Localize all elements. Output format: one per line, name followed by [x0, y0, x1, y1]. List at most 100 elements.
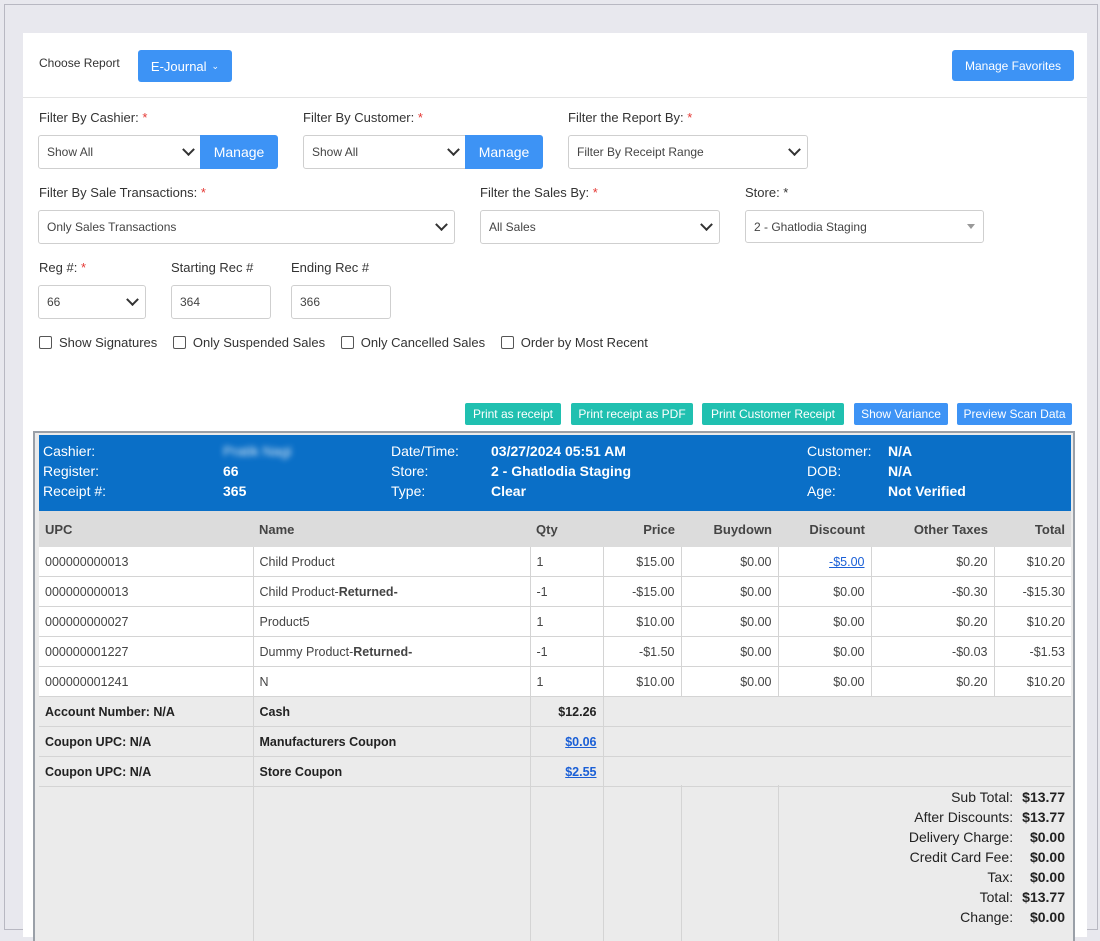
name-cell: Dummy Product-Returned-	[253, 636, 531, 667]
ending-rec-label: Ending Rec #	[291, 260, 370, 275]
print-pdf-button[interactable]: Print receipt as PDF	[571, 403, 693, 425]
price-cell: $15.00	[603, 547, 682, 577]
divider	[778, 785, 779, 941]
customer-manage-button[interactable]: Manage	[465, 135, 543, 169]
receipt-header: Cashier: Register: Receipt #: Pratik Nag…	[39, 435, 1071, 511]
other-taxes-cell: $0.20	[871, 547, 995, 577]
reg-select[interactable]: 66	[38, 285, 146, 319]
table-row: 000000000013 Child Product-Returned- -1 …	[39, 576, 1071, 607]
discount-cell: $0.00	[778, 666, 872, 697]
after-discounts-line: After Discounts: $13.77	[914, 809, 1065, 825]
sale-transactions-select[interactable]: Only Sales Transactions	[38, 210, 455, 244]
chevron-down-icon	[700, 217, 713, 231]
tax-line: Tax: $0.00	[987, 869, 1065, 885]
print-receipt-button[interactable]: Print as receipt	[465, 403, 561, 425]
total-cell: -$15.30	[994, 576, 1071, 607]
table-row: 000000001227 Dummy Product-Returned- -1 …	[39, 636, 1071, 667]
table-row: 000000000027 Product5 1 $10.00 $0.00 $0.…	[39, 606, 1071, 637]
chevron-down-icon	[182, 142, 195, 156]
empty-cell	[603, 696, 1071, 727]
other-taxes-cell: $0.20	[871, 666, 995, 697]
show-variance-button[interactable]: Show Variance	[854, 403, 948, 425]
divider	[681, 785, 682, 941]
coupon-amount-link[interactable]: $2.55	[565, 764, 597, 779]
upc-cell: 000000000027	[39, 606, 254, 637]
sales-by-select[interactable]: All Sales	[480, 210, 720, 244]
discount-cell: $0.00	[778, 636, 872, 667]
preview-scan-data-button[interactable]: Preview Scan Data	[957, 403, 1072, 425]
payment-name-cell: Cash	[253, 696, 531, 727]
customer-select[interactable]: Show All	[303, 135, 467, 169]
type-value: Clear	[491, 483, 527, 499]
credit-card-fee-line: Credit Card Fee: $0.00	[909, 849, 1065, 865]
name-cell: Product5	[253, 606, 531, 637]
table-row: 000000000013 Child Product 1 $15.00 $0.0…	[39, 547, 1071, 577]
chevron-down-icon	[788, 142, 801, 156]
upc-cell: 000000001241	[39, 666, 254, 697]
only-suspended-checkbox[interactable]: Only Suspended Sales	[172, 335, 325, 350]
cashier-manage-button[interactable]: Manage	[200, 135, 278, 169]
account-number-cell: Account Number: N/A	[39, 696, 254, 727]
print-customer-receipt-button[interactable]: Print Customer Receipt	[702, 403, 844, 425]
payment-amount-cell: $0.06	[530, 726, 604, 757]
register-label: Register:	[43, 463, 100, 479]
report-dropdown-button[interactable]: E-Journal ⌄	[138, 50, 232, 82]
total-cell: $10.20	[994, 666, 1071, 697]
dob-label: DOB:	[807, 463, 842, 479]
only-cancelled-checkbox[interactable]: Only Cancelled Sales	[340, 335, 485, 350]
discount-cell: $0.00	[778, 606, 872, 637]
show-signatures-checkbox[interactable]: Show Signatures	[39, 335, 157, 350]
filter-cashier-label: Filter By Cashier: *	[39, 110, 148, 125]
table-header-row: UPC Name Qty Price Buydown Discount Othe…	[39, 511, 1071, 547]
receipt-number-value: 365	[223, 483, 247, 499]
receipt-panel: Cashier: Register: Receipt #: Pratik Nag…	[33, 431, 1075, 941]
qty-cell: 1	[530, 606, 604, 637]
payment-row: Coupon UPC: N/A Store Coupon $2.55	[39, 756, 1071, 787]
filter-customer-label: Filter By Customer: *	[303, 110, 423, 125]
report-by-select[interactable]: Filter By Receipt Range	[568, 135, 808, 169]
column-header: Buydown	[681, 511, 778, 547]
chevron-down-icon: ⌄	[211, 60, 220, 71]
cashier-select[interactable]: Show All	[38, 135, 202, 169]
dob-value: N/A	[888, 463, 913, 479]
chevron-down-icon	[126, 292, 139, 306]
total-cell: $10.20	[994, 547, 1071, 577]
coupon-amount-link[interactable]: $0.06	[565, 734, 597, 749]
buydown-cell: $0.00	[681, 547, 779, 577]
divider	[253, 785, 254, 941]
empty-cell	[603, 756, 1071, 787]
price-cell: $10.00	[603, 606, 682, 637]
options-checkboxes: Show Signatures Only Suspended Sales Onl…	[39, 335, 660, 352]
column-header: Qty	[530, 511, 603, 547]
discount-cell: $0.00	[778, 576, 872, 607]
order-recent-checkbox[interactable]: Order by Most Recent	[500, 335, 648, 350]
store-select[interactable]: 2 - Ghatlodia Staging	[745, 210, 984, 243]
coupon-upc-cell: Coupon UPC: N/A	[39, 756, 254, 787]
coupon-upc-cell: Coupon UPC: N/A	[39, 726, 254, 757]
discount-link[interactable]: -$5.00	[829, 554, 865, 569]
empty-cell	[603, 726, 1071, 757]
ending-rec-input[interactable]: 366	[291, 285, 391, 319]
buydown-cell: $0.00	[681, 576, 779, 607]
other-taxes-cell: -$0.03	[871, 636, 995, 667]
other-taxes-cell: -$0.30	[871, 576, 995, 607]
payment-amount-cell: $2.55	[530, 756, 604, 787]
divider	[23, 97, 1087, 98]
starting-rec-input[interactable]: 364	[171, 285, 271, 319]
sub-total-line: Sub Total: $13.77	[951, 789, 1065, 805]
price-cell: -$15.00	[603, 576, 682, 607]
column-header: Name	[253, 511, 530, 547]
other-taxes-cell: $0.20	[871, 606, 995, 637]
total-line: Total: $13.77	[979, 889, 1065, 905]
store-label: Store:	[391, 463, 429, 479]
cashier-value: Pratik Nagi	[223, 443, 292, 459]
manage-favorites-button[interactable]: Manage Favorites	[952, 50, 1074, 81]
column-header: Discount	[778, 511, 871, 547]
filter-sale-transactions-label: Filter By Sale Transactions: *	[39, 185, 206, 200]
upc-cell: 000000000013	[39, 547, 254, 577]
column-header: Total	[994, 511, 1071, 547]
column-header: Other Taxes	[871, 511, 994, 547]
store-label: Store: *	[745, 185, 789, 200]
buydown-cell: $0.00	[681, 636, 779, 667]
price-cell: -$1.50	[603, 636, 682, 667]
